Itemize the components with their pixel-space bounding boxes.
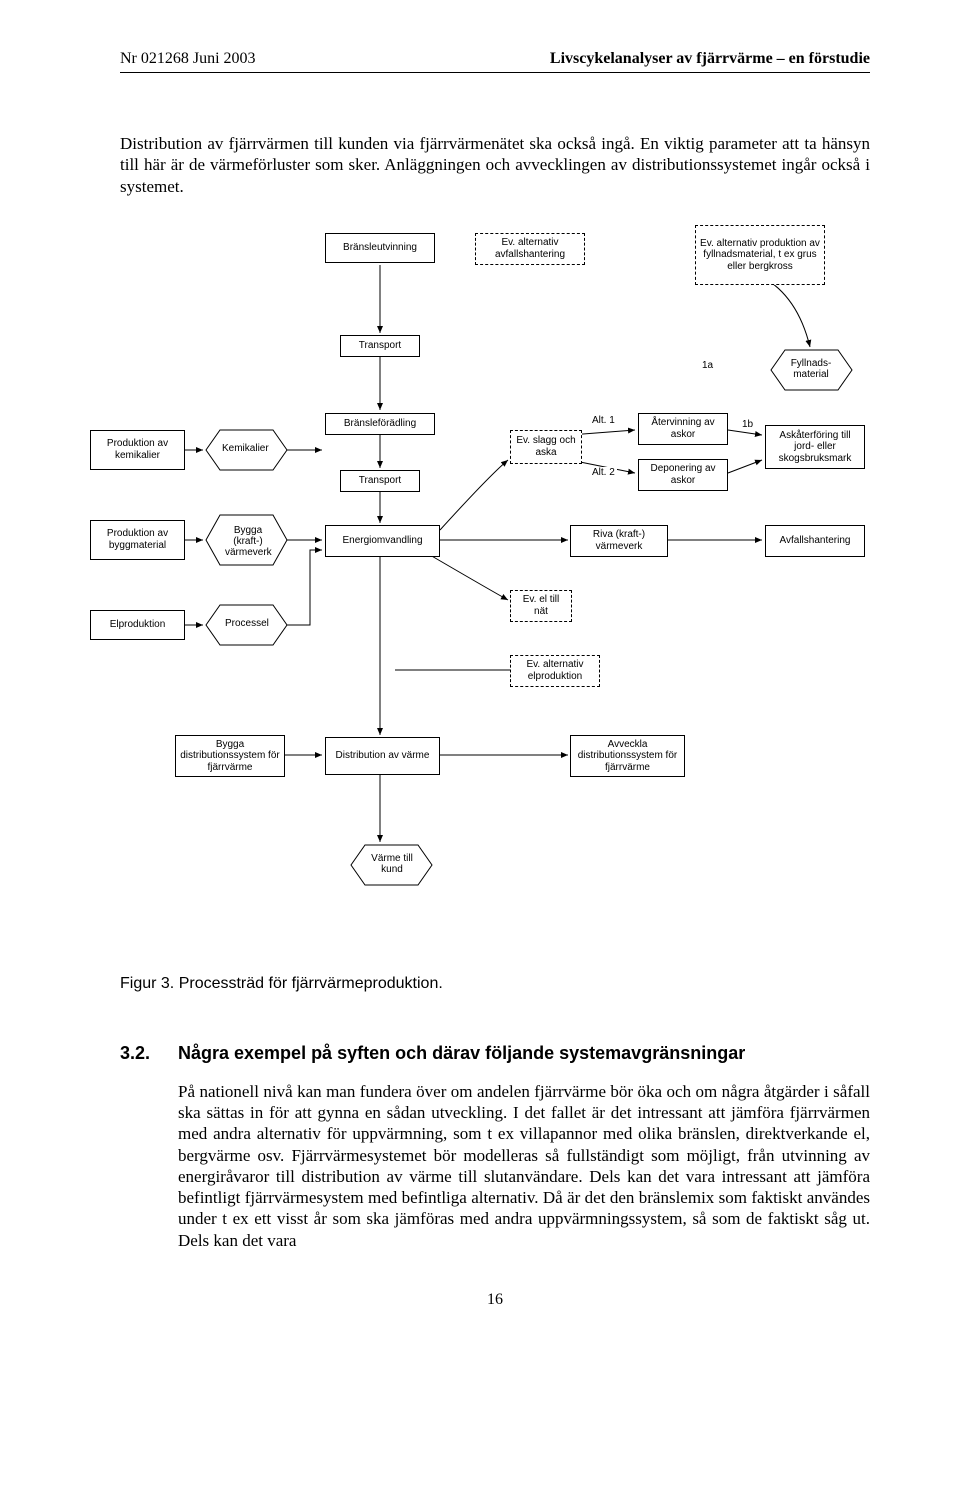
process-diagram: Bränsleutvinning Ev. alternativ avfallsh… — [90, 225, 870, 965]
box-deponering: Deponering av askor — [638, 459, 728, 491]
box-elproduktion: Elproduktion — [90, 610, 185, 640]
intro-paragraph: Distribution av fjärrvärmen till kunden … — [120, 133, 870, 197]
box-prod-bygg: Produktion av byggmaterial — [90, 520, 185, 560]
box-energiomvandling: Energiomvandling — [325, 525, 440, 557]
header-left: Nr 021268 Juni 2003 — [120, 50, 256, 68]
hex-kemikalier-label: Kemikalier — [220, 443, 271, 454]
box-dist-varme: Distribution av värme — [325, 737, 440, 775]
header-rule — [120, 72, 870, 73]
box-riva: Riva (kraft-) värmeverk — [570, 525, 668, 557]
box-transport-1: Transport — [340, 335, 420, 357]
label-alt1: Alt. 1 — [590, 415, 617, 426]
diagram-lines — [90, 225, 870, 965]
page: Nr 021268 Juni 2003 Livscykelanalyser av… — [0, 0, 960, 1349]
box-slagg: Ev. slagg och aska — [510, 430, 582, 464]
box-el-nat: Ev. el till nät — [510, 590, 572, 622]
box-bransleutvinning: Bränsleutvinning — [325, 233, 435, 263]
box-bransleforadling: Bränsleförädling — [325, 413, 435, 435]
box-prod-kemikalier: Produktion av kemikalier — [90, 430, 185, 470]
figure-caption: Figur 3. Processträd för fjärrvärmeprodu… — [120, 975, 870, 993]
hex-varme-kund-label: Värme till kund — [368, 853, 416, 875]
box-bygga-dist: Bygga distributionssystem för fjärrvärme — [175, 735, 285, 777]
box-transport-2: Transport — [340, 470, 420, 492]
header-right: Livscykelanalyser av fjärrvärme – en för… — [550, 50, 870, 68]
box-atervinning: Återvinning av askor — [638, 413, 728, 445]
hex-fyllnads-label: Fyllnads- material — [783, 358, 839, 380]
box-alt-avfall: Ev. alternativ avfallshantering — [475, 233, 585, 265]
section-heading: 3.2. Några exempel på syften och därav f… — [120, 1043, 870, 1064]
section-number: 3.2. — [120, 1043, 178, 1064]
label-1a: 1a — [700, 360, 715, 371]
box-alt-elprod: Ev. alternativ elproduktion — [510, 655, 600, 687]
header: Nr 021268 Juni 2003 Livscykelanalyser av… — [120, 50, 870, 68]
label-alt2: Alt. 2 — [590, 467, 617, 478]
section-body: På nationell nivå kan man fundera över o… — [178, 1081, 870, 1251]
box-avfallshantering: Avfallshantering — [765, 525, 865, 557]
box-askaterforing: Askåterföring till jord- eller skogsbruk… — [765, 425, 865, 469]
hex-bygga-kraft-label: Bygga (kraft-) värmeverk — [223, 525, 273, 558]
box-avveckla-dist: Avveckla distributionssystem för fjärrvä… — [570, 735, 685, 777]
page-number: 16 — [120, 1291, 870, 1309]
label-1b: 1b — [740, 419, 755, 430]
hex-processel-label: Processel — [223, 618, 271, 629]
section-title: Några exempel på syften och därav följan… — [178, 1043, 745, 1064]
box-alt-prod-fyll: Ev. alternativ produktion av fyllnadsmat… — [695, 225, 825, 285]
